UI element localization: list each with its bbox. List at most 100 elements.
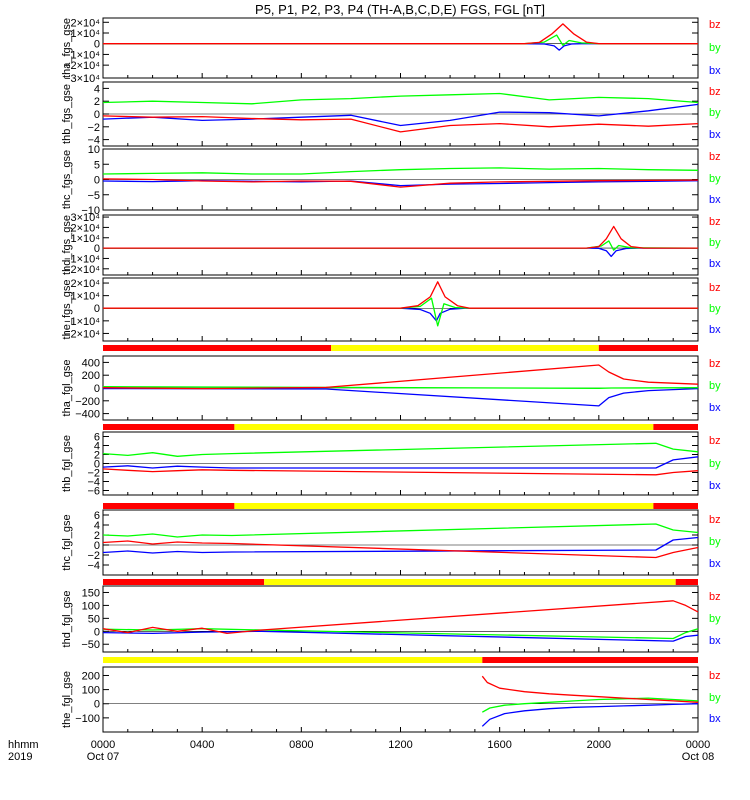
- legend-bx: bx: [709, 713, 721, 725]
- y-tick-label: −1×10⁴: [64, 316, 100, 328]
- x-tick-label: 0000: [686, 739, 710, 751]
- series-line-bx: [102, 630, 699, 642]
- series-line-bx: [481, 703, 699, 727]
- y-tick-label: 4: [94, 83, 100, 95]
- chart-title: P5, P1, P2, P3, P4 (TH-A,B,C,D,E) FGS, F…: [255, 2, 545, 17]
- availability-segment: [675, 579, 698, 585]
- series-line-by: [102, 442, 699, 457]
- series-line-bz: [102, 540, 699, 559]
- legend-bz: bz: [709, 514, 721, 526]
- series-line-by: [102, 92, 699, 105]
- series-line-bz: [103, 281, 698, 309]
- y-tick-label: 0: [94, 303, 100, 315]
- legend-bx: bx: [709, 402, 721, 414]
- legend-by: by: [709, 613, 721, 625]
- series-line-bx: [103, 43, 698, 51]
- series-line-bx: [102, 103, 699, 127]
- legend-bz: bz: [709, 282, 721, 294]
- availability-segment: [234, 503, 654, 509]
- x-date-label: Oct 07: [87, 751, 119, 763]
- y-axis-label: thb_fgs_gse: [61, 84, 73, 144]
- y-tick-label: −2×10⁴: [64, 328, 100, 340]
- y-axis-label: tha_fgl_gse: [61, 360, 73, 417]
- legend-by: by: [709, 458, 721, 470]
- x-axis-label-bottom: 2019: [8, 751, 32, 763]
- y-tick-label: −2: [87, 122, 100, 134]
- panel-frame: [102, 585, 699, 653]
- y-axis-label: thc_fgl_gse: [61, 514, 73, 570]
- y-tick-label-partial: −3×10⁴: [64, 73, 100, 85]
- y-tick-label: 200: [82, 370, 100, 382]
- panel-frame: [102, 17, 699, 79]
- availability-segment: [653, 503, 698, 509]
- series-line-by: [102, 628, 699, 640]
- y-tick-label: 1×10⁴: [70, 28, 100, 40]
- y-tick-label: −4: [87, 560, 100, 572]
- legend-bz: bz: [709, 670, 721, 682]
- y-tick-label: 0: [94, 39, 100, 51]
- series-line-bz: [103, 23, 698, 45]
- x-tick-label: 0800: [289, 739, 313, 751]
- legend-bz: bz: [709, 358, 721, 370]
- legend-bz: bz: [709, 151, 721, 163]
- availability-segment: [103, 579, 265, 585]
- y-axis-label: tha_fgs_gse: [61, 18, 73, 78]
- panels-group: −2×10⁴−1×10⁴01×10⁴2×10⁴−3×10⁴tha_fgs_gse…: [61, 17, 721, 733]
- legend-by: by: [709, 380, 721, 392]
- y-tick-label: 2×10⁴: [70, 278, 100, 290]
- legend-bx: bx: [709, 194, 721, 206]
- availability-segment: [653, 424, 698, 430]
- y-tick-label: −200: [75, 396, 100, 408]
- series-line-by: [481, 697, 699, 713]
- legend-bx: bx: [709, 480, 721, 492]
- y-tick-label: 400: [82, 357, 100, 369]
- series-line-by: [102, 167, 699, 175]
- availability-segment: [482, 657, 698, 663]
- series-line-bz: [102, 178, 699, 188]
- series-line-by: [103, 297, 698, 327]
- y-tick-label: −1×10⁴: [64, 49, 100, 61]
- availability-segment: [103, 657, 483, 663]
- y-tick-label: −4: [87, 477, 100, 489]
- y-tick-label: 10: [88, 144, 100, 156]
- x-axis-label-top: hhmm: [8, 739, 39, 751]
- series-line-bx: [102, 536, 699, 554]
- legend-bz: bz: [709, 591, 721, 603]
- x-tick-label: 0000: [91, 739, 115, 751]
- y-tick-label: −5: [87, 190, 100, 202]
- y-tick-label: 200: [82, 670, 100, 682]
- y-tick-label: −6: [87, 486, 100, 498]
- legend-bz: bz: [709, 86, 721, 98]
- y-tick-label: 6: [94, 432, 100, 444]
- panel-frame: [102, 214, 699, 276]
- series-line-bz: [102, 468, 699, 476]
- legend-by: by: [709, 42, 721, 54]
- y-tick-label: 2×10⁴: [70, 222, 100, 234]
- y-tick-label: 1×10⁴: [70, 233, 100, 245]
- y-tick-label: 3×10⁴: [70, 212, 100, 224]
- y-tick-label: −1×10⁴: [64, 253, 100, 265]
- y-tick-label: −2×10⁴: [64, 264, 100, 276]
- y-tick-label: 4: [94, 441, 100, 453]
- series-line-by: [103, 240, 699, 251]
- y-tick-label: −400: [75, 409, 100, 421]
- y-tick-label: 0: [94, 175, 100, 187]
- y-tick-label: 50: [88, 613, 100, 625]
- y-tick-label: 0: [94, 626, 100, 638]
- availability-segment: [103, 503, 235, 509]
- y-tick-label: 6: [94, 510, 100, 522]
- legend-by: by: [709, 107, 721, 119]
- y-tick-label: 1×10⁴: [70, 291, 100, 303]
- y-tick-label: −50: [81, 639, 100, 651]
- legend-bx: bx: [709, 129, 721, 141]
- series-line-bz: [481, 675, 699, 703]
- y-tick-label: 0: [94, 699, 100, 711]
